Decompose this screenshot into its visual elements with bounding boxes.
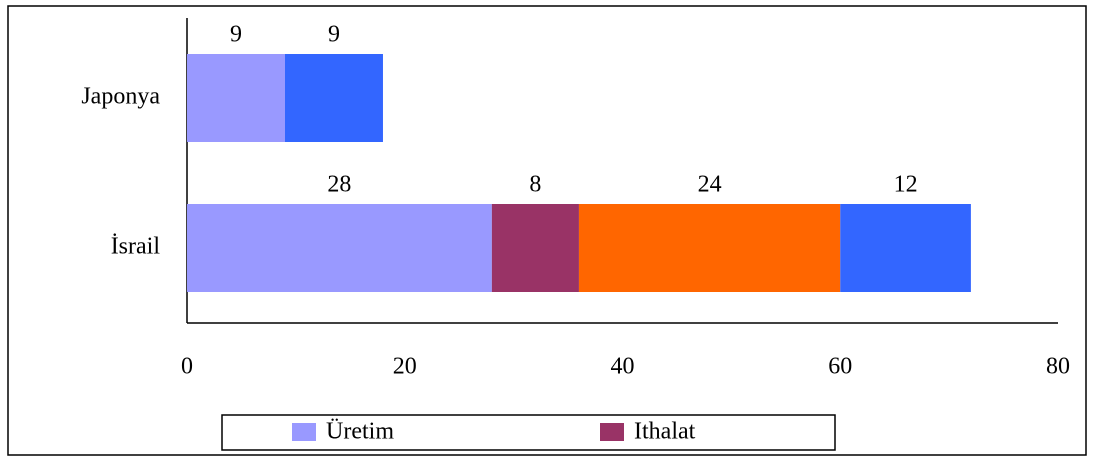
bar-segment bbox=[187, 204, 492, 292]
data-label: 28 bbox=[327, 172, 351, 198]
data-label: 9 bbox=[328, 22, 340, 48]
legend-swatch bbox=[600, 423, 624, 441]
y-tick-label: Japonya bbox=[81, 84, 160, 110]
bar-segment bbox=[578, 204, 841, 292]
bar-segment bbox=[491, 204, 579, 292]
data-label: 12 bbox=[894, 172, 918, 198]
y-tick-label: İsrail bbox=[111, 234, 161, 260]
legend-label: Ithalat bbox=[634, 419, 696, 445]
frame bbox=[7, 5, 1087, 456]
legend: Üretim Ithalat bbox=[292, 419, 696, 445]
x-tick-label: 0 bbox=[181, 354, 193, 380]
x-tick-label: 40 bbox=[611, 354, 635, 380]
legend-box bbox=[221, 414, 836, 451]
legend-label: Üretim bbox=[326, 419, 394, 445]
data-label: 24 bbox=[698, 172, 722, 198]
data-label: 8 bbox=[529, 172, 541, 198]
x-tick-label: 20 bbox=[393, 354, 417, 380]
bar-segment bbox=[840, 204, 971, 292]
x-tick-label: 80 bbox=[1046, 354, 1070, 380]
bar-segment bbox=[187, 54, 285, 142]
legend-swatch bbox=[292, 423, 316, 441]
x-tick-label: 60 bbox=[828, 354, 852, 380]
data-label: 9 bbox=[230, 22, 242, 48]
bar-segment bbox=[284, 54, 383, 142]
